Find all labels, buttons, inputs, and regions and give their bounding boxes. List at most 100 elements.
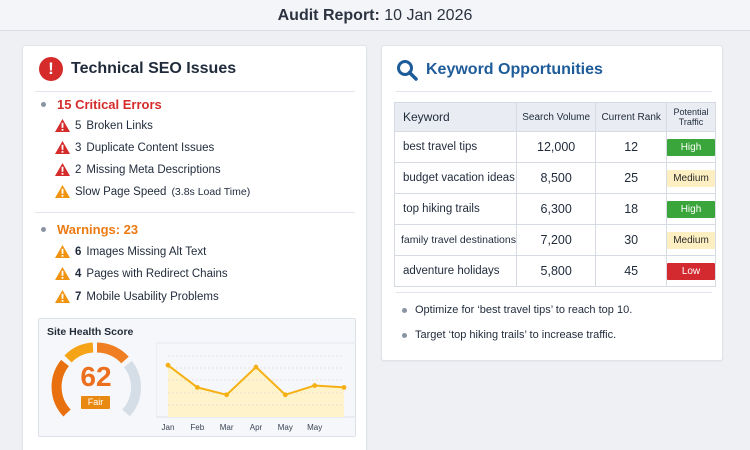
issue-count: 5 — [75, 119, 82, 132]
column-header-search-volume[interactable]: Search Volume — [515, 102, 597, 132]
issue-item[interactable]: 5 Broken Links — [55, 119, 153, 132]
issue-text: Slow Page Speed — [75, 185, 167, 198]
table-row[interactable]: family travel destinations 7,200 30 Medi… — [394, 224, 716, 256]
warnings-label: Warnings: 23 — [57, 222, 139, 237]
warning-text: Images Missing Alt Text — [86, 245, 207, 258]
divider — [396, 292, 712, 293]
issue-item[interactable]: 3 Duplicate Content Issues — [55, 141, 214, 154]
recommendation-item: Target ‘top hiking trails’ to increase t… — [402, 329, 616, 341]
rank-cell: 25 — [595, 162, 667, 194]
issue-text: Missing Meta Descriptions — [86, 163, 221, 176]
warning-triangle-icon — [55, 185, 70, 198]
panel-title: Keyword Opportunities — [426, 61, 603, 78]
keyword-cell: best travel tips — [394, 131, 517, 163]
table-row[interactable]: adventure holidays 5,800 45 Low — [394, 255, 716, 287]
column-header-current-rank[interactable]: Current Rank — [595, 102, 667, 132]
divider — [396, 91, 712, 92]
issue-text: Duplicate Content Issues — [86, 141, 215, 154]
traffic-badge: Low — [667, 262, 715, 280]
report-title: Audit Report: — [277, 7, 380, 24]
bullet-icon — [41, 227, 46, 232]
warning-triangle-icon — [55, 245, 70, 258]
report-header: Audit Report: 10 Jan 2026 — [0, 0, 750, 31]
rank-cell: 12 — [595, 131, 667, 163]
error-triangle-icon — [55, 119, 70, 132]
volume-cell: 7,200 — [515, 224, 597, 256]
technical-seo-header: ! Technical SEO Issues — [39, 56, 236, 82]
volume-cell: 5,800 — [515, 255, 597, 287]
issue-detail: (3.8s Load Time) — [171, 185, 251, 198]
volume-cell: 6,300 — [515, 193, 597, 225]
keyword-opportunities-panel: Keyword Opportunities Keyword Search Vol… — [381, 45, 723, 361]
warning-text: Pages with Redirect Chains — [86, 267, 228, 280]
warning-count: 7 — [75, 290, 82, 303]
keyword-cell: top hiking trails — [394, 193, 517, 225]
issue-count: 2 — [75, 163, 82, 176]
issue-item[interactable]: 2 Missing Meta Descriptions — [55, 163, 221, 176]
technical-seo-panel: ! Technical SEO Issues 15 Critical Error… — [22, 45, 367, 450]
table-header-row: Keyword Search Volume Current Rank Poten… — [394, 102, 716, 132]
warnings-heading: Warnings: 23 — [41, 222, 138, 237]
warning-item[interactable]: 4 Pages with Redirect Chains — [55, 267, 228, 280]
rank-cell: 30 — [595, 224, 667, 256]
warning-triangle-icon — [55, 267, 70, 280]
keyword-cell: family travel destinations — [394, 224, 517, 256]
keyword-cell: budget vacation ideas — [394, 162, 517, 194]
warning-text: Mobile Usability Problems — [86, 290, 219, 303]
health-gauge: 62 Fair — [49, 341, 143, 421]
panel-title: Technical SEO Issues — [71, 60, 237, 77]
bullet-icon — [402, 332, 407, 338]
site-health-card: Site Health Score 62 Fair — [38, 318, 356, 437]
recommendation-text: Target ‘top hiking trails’ to increase t… — [415, 329, 617, 341]
svg-text:Feb: Feb — [190, 423, 204, 432]
report-date: 10 Jan 2026 — [384, 7, 473, 24]
traffic-badge: Medium — [667, 169, 715, 187]
warning-count: 4 — [75, 267, 82, 280]
volume-cell: 12,000 — [515, 131, 597, 163]
svg-text:Jan: Jan — [162, 423, 175, 432]
warning-item[interactable]: 7 Mobile Usability Problems — [55, 290, 219, 303]
error-triangle-icon — [55, 141, 70, 154]
warning-item[interactable]: 6 Images Missing Alt Text — [55, 245, 206, 258]
issue-text: Broken Links — [86, 119, 153, 132]
table-row[interactable]: budget vacation ideas 8,500 25 Medium — [394, 162, 716, 194]
health-trend-chart: Jan Feb Mar Apr May May — [155, 341, 356, 437]
column-header-keyword[interactable]: Keyword — [394, 102, 517, 132]
search-icon — [397, 60, 418, 81]
svg-text:Mar: Mar — [220, 423, 234, 432]
critical-errors-label: 15 Critical Errors — [57, 97, 162, 112]
traffic-badge: High — [667, 138, 715, 156]
recommendation-item: Optimize for ‘best travel tips’ to reach… — [402, 304, 632, 316]
line-chart: Jan Feb Mar Apr May May — [155, 342, 356, 432]
table-row[interactable]: top hiking trails 6,300 18 High — [394, 193, 716, 225]
gauge-arc-icon — [51, 342, 141, 417]
table-row[interactable]: best travel tips 12,000 12 High — [394, 131, 716, 163]
keyword-table: Keyword Search Volume Current Rank Poten… — [394, 102, 716, 287]
issue-item[interactable]: Slow Page Speed (3.8s Load Time) — [55, 185, 250, 198]
health-score-value: 62 — [80, 361, 112, 392]
alert-circle-icon: ! — [39, 57, 63, 81]
warning-count: 6 — [75, 245, 82, 258]
site-health-title: Site Health Score — [47, 326, 134, 338]
traffic-badge: High — [667, 200, 715, 218]
bullet-icon — [402, 307, 407, 313]
health-score-label: Fair — [81, 396, 110, 409]
warning-triangle-icon — [55, 290, 70, 303]
traffic-badge: Medium — [667, 231, 715, 249]
keyword-header: Keyword Opportunities — [396, 57, 603, 83]
error-triangle-icon — [55, 163, 70, 176]
svg-text:May: May — [278, 423, 293, 432]
issue-count: 3 — [75, 141, 82, 154]
rank-cell: 18 — [595, 193, 667, 225]
rank-cell: 45 — [595, 255, 667, 287]
bullet-icon — [41, 102, 46, 107]
volume-cell: 8,500 — [515, 162, 597, 194]
divider — [35, 212, 355, 213]
recommendation-text: Optimize for ‘best travel tips’ to reach… — [415, 304, 633, 316]
column-header-potential-traffic[interactable]: Potential Traffic — [666, 102, 716, 132]
critical-errors-heading: 15 Critical Errors — [41, 97, 162, 112]
keyword-cell: adventure holidays — [394, 255, 517, 287]
svg-text:May: May — [307, 423, 322, 432]
divider — [35, 91, 355, 92]
svg-text:Apr: Apr — [250, 423, 263, 432]
